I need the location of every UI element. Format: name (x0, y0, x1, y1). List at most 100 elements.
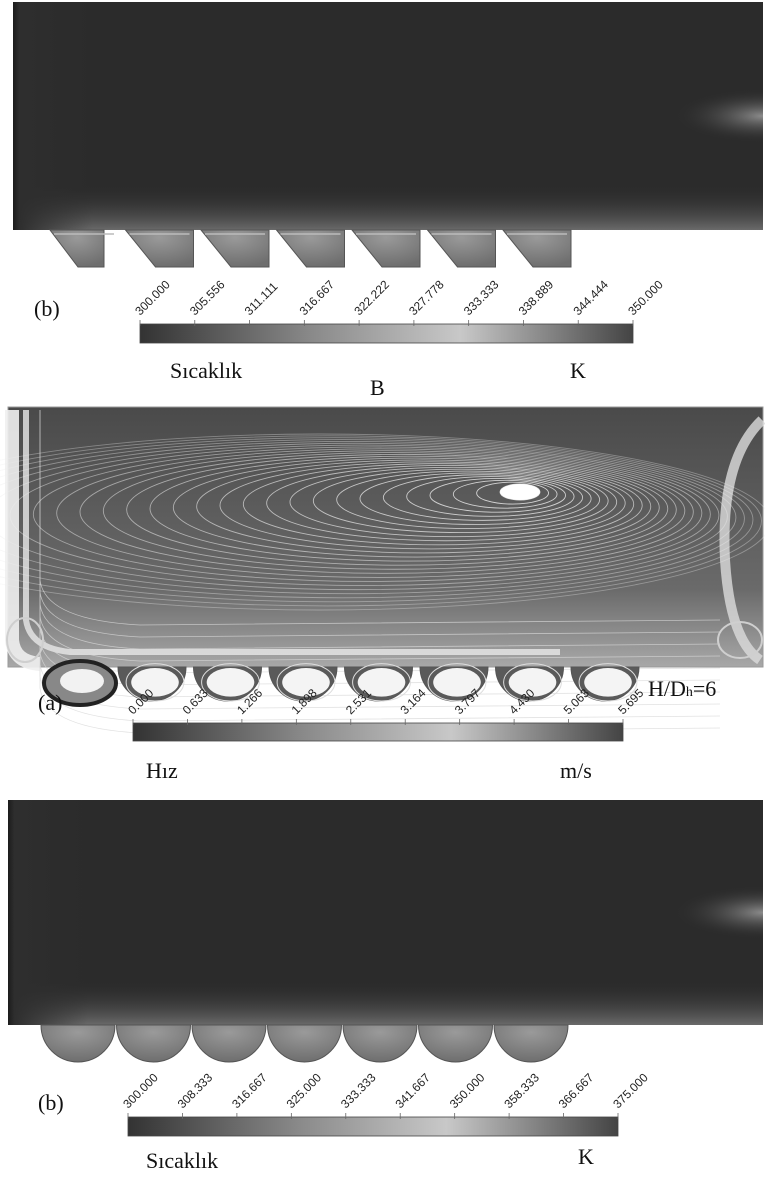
streamline (39, 410, 721, 734)
spiral-streamline (312, 468, 609, 534)
scale-tick-label: 333.333 (461, 277, 502, 318)
top-temperature-field (13, 2, 763, 230)
spiral-streamline (0, 437, 754, 603)
bottom-semicircular-cavities (40, 1024, 569, 1063)
panel-mid-unit: m/s (560, 758, 592, 783)
spiral-streamline (79, 450, 694, 574)
cavity-vortex-ring (125, 663, 185, 702)
spiral-streamline (9, 444, 720, 587)
panel-bottom-quantity: Sıcaklık (146, 1148, 219, 1173)
spiral-streamline (0, 439, 745, 599)
trapezoidal-cavity (501, 229, 572, 268)
cavity-vortex (508, 668, 557, 697)
cavity-vortex-ring (503, 663, 562, 702)
scale-tick-label: 350.000 (625, 277, 666, 318)
trapezoidal-cavity (350, 229, 421, 268)
semicircular-cavity (266, 1024, 343, 1063)
cavity-vortex (282, 668, 330, 697)
trapezoidal-cavity (48, 229, 105, 268)
spiral-streamline (0, 442, 728, 591)
scale-tick-label: 322.222 (351, 277, 392, 318)
spiral-streamline (32, 446, 711, 582)
panel-top-unit: K (570, 358, 586, 383)
caption-mid: B (370, 375, 385, 400)
scale-tick-label: 341.667 (392, 1070, 433, 1111)
trapezoidal-cavity (199, 229, 270, 268)
spiral-streamline (359, 472, 592, 525)
streamline (39, 410, 721, 662)
bottom-temperature-field (8, 800, 763, 1025)
scale-tick-label: 316.667 (229, 1070, 270, 1111)
streamline (39, 410, 721, 722)
scale-tick-label: 366.667 (556, 1070, 597, 1111)
spiral-streamline (102, 452, 686, 570)
spiral-streamline (0, 435, 762, 607)
spiral-streamline (149, 455, 669, 562)
scale-tick-label: 325.000 (284, 1070, 325, 1111)
scale-tick-label: 300.000 (132, 277, 173, 318)
scale-tick-label: 350.000 (447, 1070, 488, 1111)
streamline (39, 410, 721, 626)
scale-tick-label: 305.556 (187, 277, 228, 318)
panel-top-label: (b) (34, 296, 60, 321)
semicircular-cavity (493, 1024, 569, 1063)
spiral-streamline (336, 470, 601, 529)
spiral-streamline (0, 433, 765, 611)
spiral-streamline (382, 474, 584, 521)
panel-top-quantity: Sıcaklık (170, 358, 243, 383)
top-color-scale: 300.000 305.556 311.111 316.667 322.222 327.7… (132, 277, 666, 344)
bottom-color-scale: 300.000 308.333 316.667 325.000 333.333 341.6… (120, 1070, 651, 1137)
panel-bottom-unit: K (578, 1144, 594, 1169)
cavity-vortex-ring (427, 663, 487, 702)
trapezoidal-cavity (124, 229, 194, 268)
cavity-vortex (131, 668, 179, 697)
scale-tick-label: 358.333 (501, 1070, 542, 1111)
spiral-streamline (219, 461, 643, 550)
semicircular-cavity (417, 1024, 494, 1063)
spiral-streamline (126, 453, 677, 566)
panel-mid-label: (a) (38, 690, 63, 715)
cavity-vortex (206, 668, 255, 697)
cavity-vortex (584, 668, 632, 697)
spiral-streamline (56, 448, 703, 578)
spiral-streamline (289, 466, 618, 538)
scale-tick-label: 327.778 (406, 277, 447, 318)
corner-cavity-core (60, 669, 104, 693)
mid-velocity-field (0, 406, 765, 734)
spiral-streamline (0, 440, 737, 595)
cavity-vortex-ring (352, 663, 411, 702)
scale-tick-label: 333.333 (338, 1070, 379, 1111)
scale-tick-label: 300.000 (120, 1070, 161, 1111)
cavity-vortex (433, 668, 481, 697)
mid-semicircular-cavities (42, 659, 640, 707)
spiral-streamline (266, 465, 626, 542)
spiral-streamline (452, 479, 558, 509)
semicircular-cavity (115, 1024, 192, 1063)
semicircular-cavity (342, 1024, 418, 1063)
scale-tick-label: 338.889 (516, 277, 557, 318)
cavity-vortex-ring (201, 663, 260, 702)
trapezoidal-cavity (275, 229, 345, 268)
cavity-vortex-ring (276, 663, 336, 702)
spiral-streamline (406, 476, 575, 517)
semicircular-cavity (40, 1024, 116, 1063)
streamline (39, 410, 721, 638)
panel-mid-quantity: Hız (146, 758, 178, 783)
scale-tick-label: 344.444 (570, 277, 611, 318)
top-trapezoidal-cavities (48, 229, 572, 268)
scale-tick-label: 316.667 (297, 277, 338, 318)
panel-bottom-label: (b) (38, 1090, 64, 1115)
spiral-streamline (242, 463, 635, 546)
scale-tick-label: 375.000 (610, 1070, 651, 1111)
ratio-label: H/Dh=6 (648, 676, 717, 701)
scale-tick-label: 311.111 (242, 279, 281, 318)
trapezoidal-cavity (426, 229, 496, 268)
streamline (39, 410, 721, 650)
spiral-streamline (196, 459, 652, 554)
spiral-streamline (476, 481, 549, 505)
scale-tick-label: 308.333 (175, 1070, 216, 1111)
semicircular-cavity (191, 1024, 267, 1063)
spiral-streamline (172, 457, 660, 558)
cavity-vortex-ring (578, 663, 638, 702)
